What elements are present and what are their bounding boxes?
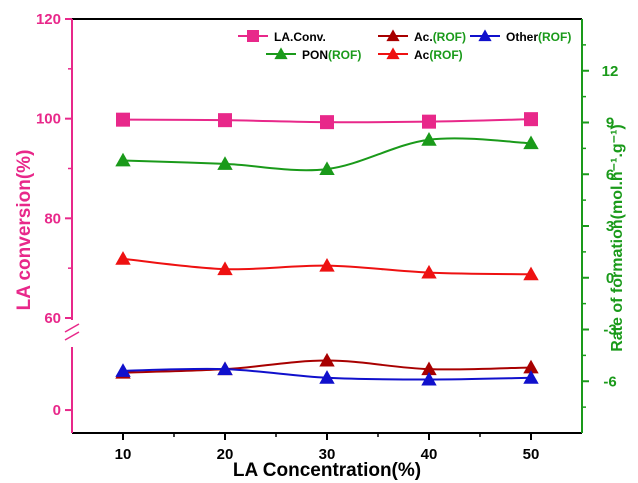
axis-break-mark bbox=[64, 323, 80, 333]
data-point-la-conv bbox=[320, 115, 334, 130]
axis-break-mark bbox=[64, 331, 80, 341]
data-point-pon bbox=[523, 135, 539, 150]
data-point-ac bbox=[217, 261, 233, 276]
data-point-other bbox=[115, 363, 131, 377]
data-point-la-conv bbox=[422, 114, 436, 129]
legend-marker-pon bbox=[274, 47, 288, 60]
legend-marker-la-conv bbox=[247, 30, 259, 42]
data-point-other bbox=[319, 370, 335, 384]
right-tick-label: -6 bbox=[603, 373, 616, 390]
legend-marker-ac bbox=[386, 29, 400, 42]
legend-label-ac: Ac.(ROF) bbox=[414, 30, 466, 44]
right-tick-label: -3 bbox=[603, 322, 616, 339]
data-point-other bbox=[523, 370, 539, 384]
data-point-ac bbox=[523, 266, 539, 281]
x-tick-label: 40 bbox=[421, 446, 438, 463]
x-tick-label: 30 bbox=[319, 446, 336, 463]
data-point-other bbox=[217, 361, 233, 376]
left-tick-label: 0 bbox=[53, 402, 61, 419]
data-point-pon bbox=[115, 152, 131, 167]
data-point-ac bbox=[421, 361, 437, 376]
legend-label-pon: PON(ROF) bbox=[302, 48, 361, 62]
data-point-la-conv bbox=[218, 113, 232, 128]
right-tick-label: 9 bbox=[606, 115, 614, 132]
data-point-pon bbox=[217, 156, 233, 170]
left-tick-label: 80 bbox=[44, 210, 61, 227]
left-tick-label: 100 bbox=[36, 111, 61, 128]
x-axis-title: LA Concentration(%) bbox=[233, 460, 421, 481]
x-tick-label: 10 bbox=[115, 446, 132, 463]
legend-label-ac: Ac(ROF) bbox=[414, 48, 463, 62]
data-point-la-conv bbox=[524, 112, 538, 127]
data-point-ac bbox=[421, 264, 437, 279]
right-axis-title: Rate of formation(mol.h⁻¹.g⁻¹) bbox=[609, 124, 626, 352]
x-tick-label: 50 bbox=[523, 446, 540, 463]
left-tick-label: 60 bbox=[44, 310, 61, 327]
right-tick-label: 12 bbox=[602, 63, 619, 80]
data-point-la-conv bbox=[116, 112, 130, 127]
data-point-pon bbox=[421, 132, 437, 146]
legend-marker-other bbox=[478, 29, 492, 42]
right-tick-label: 6 bbox=[606, 166, 614, 183]
legend-label-la-conv: LA.Conv. bbox=[274, 30, 326, 44]
right-tick-label: 3 bbox=[606, 218, 614, 235]
data-point-ac bbox=[319, 257, 335, 272]
x-tick-label: 20 bbox=[217, 446, 234, 463]
data-point-ac bbox=[319, 352, 335, 367]
data-point-other bbox=[421, 371, 437, 386]
right-tick-label: 0 bbox=[606, 270, 614, 287]
data-point-pon bbox=[319, 161, 335, 176]
left-tick-label: 120 bbox=[36, 11, 61, 28]
data-point-ac bbox=[523, 359, 539, 374]
legend-label-other: Other(ROF) bbox=[506, 30, 571, 44]
left-axis-title: LA conversion(%) bbox=[14, 150, 35, 311]
legend-marker-ac bbox=[386, 47, 400, 60]
data-point-ac bbox=[115, 251, 131, 265]
